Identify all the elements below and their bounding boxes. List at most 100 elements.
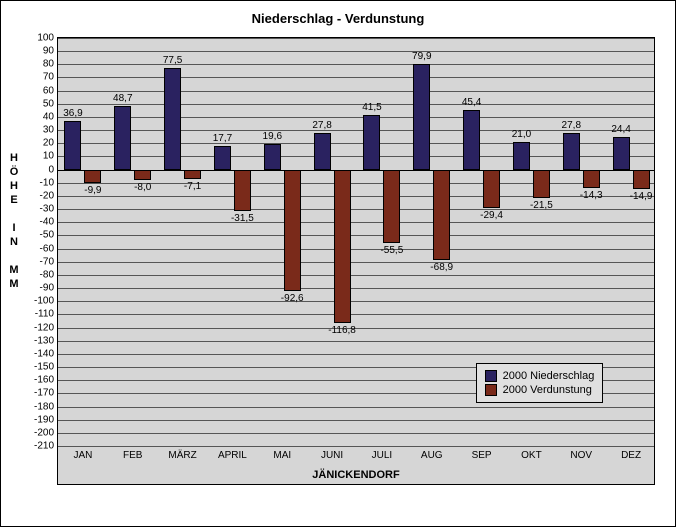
bar [334, 170, 351, 324]
y-tick-label: -40 [40, 217, 58, 228]
gridline [58, 407, 654, 408]
x-axis-label: JÄNICKENDORF [57, 469, 655, 481]
bar [413, 64, 430, 169]
bar-value-label: -31,5 [231, 213, 254, 224]
y-tick-label: -130 [34, 335, 58, 346]
bar [633, 170, 650, 190]
gridline [58, 91, 654, 92]
chart-title: Niederschlag - Verdunstung [1, 11, 675, 26]
y-tick-label: -90 [40, 283, 58, 294]
bar-value-label: 48,7 [113, 93, 132, 104]
bar [563, 133, 580, 170]
legend-item: 2000 Niederschlag [485, 370, 595, 382]
bar [64, 121, 81, 170]
gridline [58, 275, 654, 276]
bar [284, 170, 301, 292]
bar-value-label: 41,5 [362, 102, 381, 113]
bar-value-label: 27,8 [562, 120, 581, 131]
bar [314, 133, 331, 170]
y-tick-label: 50 [43, 98, 58, 109]
bar-value-label: -8,0 [134, 182, 151, 193]
y-tick-label: 70 [43, 72, 58, 83]
gridline [58, 288, 654, 289]
x-tick-label: AUG [421, 450, 443, 461]
legend-swatch [485, 384, 497, 396]
bar [84, 170, 101, 183]
x-tick-label: FEB [123, 450, 142, 461]
bar-value-label: 77,5 [163, 55, 182, 66]
gridline [58, 249, 654, 250]
gridline [58, 77, 654, 78]
bar-value-label: 19,6 [263, 131, 282, 142]
legend-swatch [485, 370, 497, 382]
x-tick-label: SEP [472, 450, 492, 461]
y-tick-label: -200 [34, 427, 58, 438]
gridline [58, 64, 654, 65]
legend-label: 2000 Verdunstung [503, 384, 592, 396]
x-tick-label: MÄRZ [168, 450, 196, 461]
bar [164, 68, 181, 170]
y-tick-label: -30 [40, 204, 58, 215]
y-tick-label: -100 [34, 296, 58, 307]
gridline [58, 235, 654, 236]
x-tick-label: MAI [273, 450, 291, 461]
bar-value-label: -55,5 [380, 245, 403, 256]
y-tick-label: -150 [34, 362, 58, 373]
bar-value-label: -14,3 [580, 190, 603, 201]
bar-value-label: -92,6 [281, 293, 304, 304]
gridline [58, 117, 654, 118]
y-axis-label: H Ö H E I N M M [7, 151, 21, 291]
bar [613, 137, 630, 169]
bar-value-label: 79,9 [412, 51, 431, 62]
bar-value-label: -21,5 [530, 200, 553, 211]
gridline [58, 354, 654, 355]
y-tick-label: 30 [43, 125, 58, 136]
y-tick-label: 40 [43, 111, 58, 122]
gridline [58, 209, 654, 210]
y-tick-label: 20 [43, 138, 58, 149]
bar-value-label: 36,9 [63, 108, 82, 119]
bar-value-label: 45,4 [462, 97, 481, 108]
x-tick-label: JULI [372, 450, 393, 461]
legend-label: 2000 Niederschlag [503, 370, 595, 382]
x-tick-label: DEZ [621, 450, 641, 461]
bar-value-label: 17,7 [213, 133, 232, 144]
bar-value-label: 27,8 [312, 120, 331, 131]
y-tick-label: 0 [48, 164, 58, 175]
bar-value-label: -9,9 [84, 185, 101, 196]
y-tick-label: -110 [35, 309, 58, 320]
y-tick-label: -190 [34, 414, 58, 425]
y-tick-label: 100 [37, 33, 58, 44]
bar [433, 170, 450, 261]
gridline [58, 446, 654, 447]
gridline [58, 314, 654, 315]
x-tick-label: APRIL [218, 450, 247, 461]
bar [483, 170, 500, 209]
y-tick-label: -50 [40, 230, 58, 241]
gridline [58, 51, 654, 52]
gridline [58, 433, 654, 434]
x-tick-label: JUNI [321, 450, 343, 461]
chart-frame: Niederschlag - Verdunstung H Ö H E I N M… [0, 0, 676, 527]
y-tick-label: -210 [34, 441, 58, 452]
y-tick-label: -60 [40, 243, 58, 254]
y-tick-label: -170 [34, 388, 58, 399]
plot-area: -210-200-190-180-170-160-150-140-130-120… [57, 37, 655, 485]
gridline [58, 341, 654, 342]
bar [234, 170, 251, 211]
bar [583, 170, 600, 189]
y-tick-label: 60 [43, 85, 58, 96]
bar [513, 142, 530, 170]
bar-value-label: -29,4 [480, 210, 503, 221]
legend: 2000 Niederschlag 2000 Verdunstung [476, 363, 604, 403]
y-tick-label: -20 [40, 190, 58, 201]
y-tick-label: 10 [43, 151, 58, 162]
x-tick-label: JAN [73, 450, 92, 461]
bar-value-label: -116,8 [328, 325, 356, 336]
bar-value-label: -14,9 [630, 191, 653, 202]
bar-value-label: -68,9 [430, 262, 453, 273]
bar-value-label: -7,1 [184, 181, 201, 192]
x-tick-label: NOV [570, 450, 592, 461]
y-tick-label: -120 [34, 322, 58, 333]
y-tick-label: -180 [34, 401, 58, 412]
